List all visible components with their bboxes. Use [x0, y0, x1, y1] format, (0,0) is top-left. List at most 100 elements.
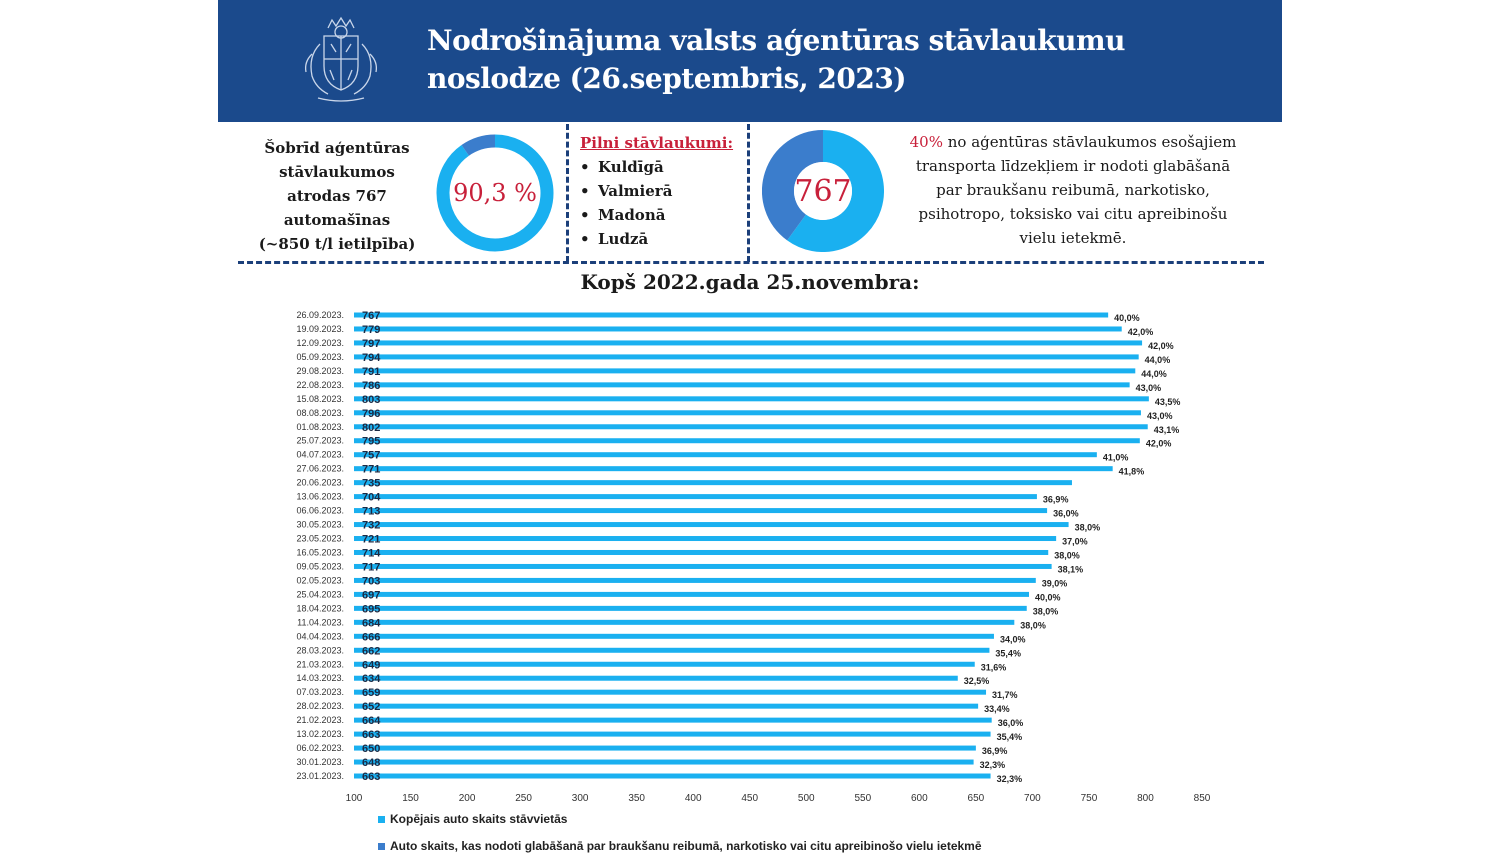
bar-value-label: 771: [362, 464, 380, 476]
bar-total: [354, 354, 1139, 360]
share-data-label: 44,0%: [1145, 355, 1171, 365]
y-tick-label: 04.04.2023.: [296, 631, 344, 641]
bar-total: [354, 577, 1036, 583]
page-title: Nodrošinājuma valsts aģentūras stāvlauku…: [427, 22, 1267, 98]
free-arc: [461, 134, 496, 156]
bar-total: [354, 703, 979, 709]
share-data-label: 31,6%: [981, 662, 1007, 672]
y-tick-label: 04.07.2023.: [296, 450, 344, 460]
list-item: Madonā: [580, 203, 672, 227]
y-tick-label: 30.01.2023.: [296, 757, 344, 767]
bar-value-label: 713: [362, 506, 380, 518]
x-tick-label: 350: [628, 793, 645, 804]
share-data-label: 32,5%: [964, 676, 990, 686]
share-data-label: 43,5%: [1155, 397, 1181, 407]
summary-line: automašīnas: [283, 211, 391, 229]
y-tick-label: 26.09.2023.: [296, 310, 344, 320]
y-tick-label: 06.06.2023.: [296, 506, 344, 516]
share-data-label: 44,0%: [1141, 369, 1167, 379]
bar-total: [354, 633, 994, 639]
bar-value-label: 663: [362, 729, 380, 741]
summary-line: Šobrīd aģentūras: [264, 139, 410, 157]
share-data-label: 43,0%: [1147, 411, 1173, 421]
detained-share-arc: [762, 130, 824, 241]
legend-label: Kopējais auto skaits stāvvietās: [390, 812, 568, 826]
legend-label: Auto skaits, kas nodoti glabāšanā par br…: [390, 839, 982, 853]
bar-value-label: 659: [362, 687, 380, 699]
bar-value-label: 649: [362, 659, 380, 671]
bar-value-label: 703: [362, 575, 380, 587]
bar-total: [354, 396, 1149, 402]
share-data-label: 36,9%: [982, 746, 1008, 756]
share-data-label: 36,0%: [998, 718, 1024, 728]
bar-total: [354, 605, 1027, 611]
bar-total: [354, 731, 991, 737]
share-data-label: 32,3%: [980, 760, 1006, 770]
x-tick-label: 150: [402, 793, 419, 804]
share-data-label: 43,0%: [1136, 383, 1162, 393]
y-tick-label: 13.02.2023.: [296, 729, 344, 739]
description-line: vielu ietekmē.: [1019, 229, 1127, 247]
y-tick-label: 20.06.2023.: [296, 478, 344, 488]
y-tick-label: 22.08.2023.: [296, 380, 344, 390]
share-data-label: 32,3%: [997, 774, 1023, 784]
header-banner: [218, 0, 1282, 122]
bar-total: [354, 619, 1015, 625]
occupancy-percent: 90,3 %: [453, 179, 537, 207]
bar-value-label: 795: [362, 436, 380, 448]
x-tick-label: 550: [854, 793, 871, 804]
summary-line: (~850 t/l ietilpība): [258, 235, 416, 253]
legend-item-detained: Auto skaits, kas nodoti glabāšanā par br…: [378, 839, 1278, 853]
x-tick-label: 450: [741, 793, 758, 804]
y-tick-label: 11.04.2023.: [297, 617, 344, 627]
detained-description: 40% no aģentūras stāvlaukumos esošajiem …: [892, 130, 1254, 250]
y-tick-label: 25.07.2023.: [296, 436, 344, 446]
y-tick-label: 23.05.2023.: [296, 534, 344, 544]
coat-of-arms-icon: [304, 16, 378, 102]
bar-total: [354, 452, 1097, 458]
bar-total: [354, 522, 1069, 528]
bar-total: [354, 424, 1148, 430]
bar-value-label: 695: [362, 603, 380, 615]
bar-total: [354, 661, 975, 667]
bar-value-label: 732: [362, 520, 380, 532]
share-data-label: 38,0%: [1033, 606, 1059, 616]
y-tick-label: 21.02.2023.: [296, 715, 344, 725]
bar-total: [354, 717, 992, 723]
share-data-label: 35,4%: [997, 732, 1023, 742]
bar-total: [354, 466, 1113, 472]
bar-total: [354, 410, 1141, 416]
bar-value-label: 704: [362, 492, 381, 504]
bar-value-label: 663: [362, 771, 380, 783]
bar-value-label: 757: [362, 450, 380, 462]
y-tick-label: 16.05.2023.: [296, 547, 344, 557]
share-data-label: 43,1%: [1154, 425, 1180, 435]
bar-value-label: 721: [362, 534, 380, 546]
x-tick-label: 400: [685, 793, 702, 804]
x-tick-label: 100: [346, 793, 363, 804]
bar-total: [354, 326, 1122, 332]
bar-value-label: 786: [362, 380, 380, 392]
y-tick-label: 13.06.2023.: [296, 492, 344, 502]
share-data-label: 31,7%: [992, 690, 1018, 700]
y-tick-label: 29.08.2023.: [296, 366, 344, 376]
bar-total: [354, 689, 987, 695]
legend-item-total: Kopējais auto skaits stāvvietās: [378, 812, 1278, 826]
legend-swatch: [378, 842, 385, 850]
description-line: transporta līdzekļiem ir nodoti glabāšan…: [915, 157, 1231, 175]
summary-line: atrodas 767: [287, 187, 387, 205]
bar-value-label: 797: [362, 338, 380, 350]
share-data-label: 38,1%: [1058, 564, 1084, 574]
share-data-label: 41,8%: [1119, 467, 1145, 477]
bar-total: [354, 340, 1143, 346]
divider: [566, 124, 569, 262]
share-data-label: 42,0%: [1128, 327, 1154, 337]
bar-value-label: 796: [362, 408, 380, 420]
summary-line: stāvlaukumos: [279, 163, 395, 181]
x-tick-label: 750: [1081, 793, 1098, 804]
share-data-label: 40,0%: [1114, 313, 1140, 323]
share-data-label: 34,0%: [1000, 634, 1026, 644]
share-data-label: 38,0%: [1075, 523, 1101, 533]
bar-total: [354, 508, 1048, 514]
